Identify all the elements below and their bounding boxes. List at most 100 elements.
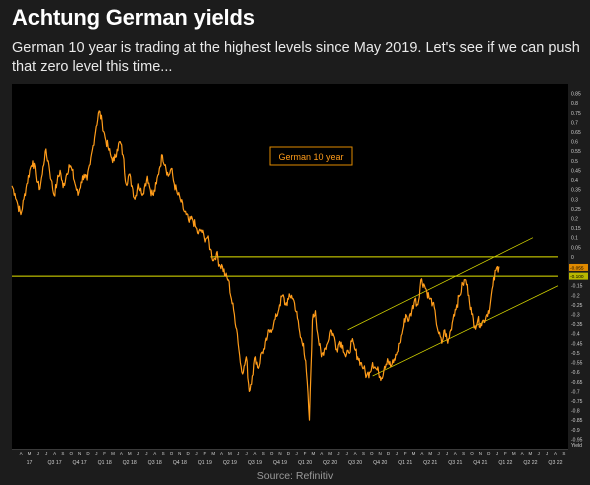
x-month-label: J <box>296 451 298 456</box>
x-month-label: J <box>446 451 448 456</box>
x-month-label: O <box>170 451 174 456</box>
x-month-label: S <box>362 451 365 456</box>
y-tick-label: 0.75 <box>571 111 581 117</box>
annotation-label: German 10 year <box>278 152 343 162</box>
y-tick-label: -0.45 <box>571 341 583 347</box>
value-tags-layer: -0.055 -0.100 <box>569 263 588 280</box>
x-quarter-label: Q1 22 <box>498 460 512 466</box>
y-tick-label: -0.35 <box>571 322 583 328</box>
y-tick-label: -0.5 <box>571 351 580 357</box>
value-tag-box <box>569 263 588 271</box>
x-month-label: A <box>220 451 223 456</box>
x-quarter-label: Q4 19 <box>273 460 287 466</box>
x-month-label: D <box>487 451 491 456</box>
x-month-label: J <box>137 451 139 456</box>
x-quarter-label: Q3 19 <box>248 460 262 466</box>
x-month-label: J <box>496 451 498 456</box>
x-month-label: J <box>45 451 47 456</box>
x-month-label: O <box>270 451 274 456</box>
x-quarter-label: 17 <box>27 460 33 466</box>
y-tick-label: -0.8 <box>571 409 580 415</box>
x-quarter-label: Q2 21 <box>423 460 437 466</box>
source-note: Source: Refinitiv <box>256 470 334 482</box>
x-month-label: S <box>162 451 165 456</box>
x-quarter-label: Q1 18 <box>98 460 112 466</box>
y-tick-label: -0.75 <box>571 399 583 405</box>
y-tick-label: -0.6 <box>571 370 580 376</box>
y-tick-label: 0.25 <box>571 207 581 213</box>
x-month-label: A <box>354 451 357 456</box>
y-tick-label: 0.4 <box>571 178 578 184</box>
value-tag-box <box>569 272 588 280</box>
x-quarter-label: Q2 18 <box>123 460 137 466</box>
x-quarter-label: Q3 17 <box>48 460 62 466</box>
y-tick-label: -0.15 <box>571 284 583 290</box>
y-tick-label: -0.7 <box>571 389 580 395</box>
x-month-label: N <box>479 451 482 456</box>
x-month-label: D <box>387 451 391 456</box>
x-quarter-label: Q3 20 <box>348 460 362 466</box>
x-month-label: F <box>203 451 206 456</box>
x-month-label: A <box>554 451 557 456</box>
y-axis: 0.85 0.8 0.75 0.7 0.65 0.6 0.55 0.5 0.45 0.4 0.35 0… <box>571 92 583 450</box>
annotation-box <box>269 146 353 166</box>
x-month-label: N <box>379 451 382 456</box>
y-tick-label: 0.65 <box>571 130 581 136</box>
x-month-label: M <box>228 451 232 456</box>
x-month-label: O <box>70 451 74 456</box>
x-quarter-label: Q1 21 <box>398 460 412 466</box>
y-tick-label: -0.4 <box>571 332 580 338</box>
x-month-label: S <box>562 451 565 456</box>
channel-lines-layer <box>347 237 559 377</box>
x-quarter-label: Q3 21 <box>448 460 462 466</box>
x-quarter-label: Q4 20 <box>373 460 387 466</box>
y-tick-label: -0.95 <box>571 437 583 443</box>
x-month-label: M <box>211 451 215 456</box>
x-month-label: S <box>61 451 64 456</box>
x-quarter-label: Q2 19 <box>223 460 237 466</box>
annotation-layer: German 10 year <box>269 146 353 166</box>
x-month-label: J <box>538 451 540 456</box>
channel-line-0 <box>347 237 534 331</box>
x-month-label: J <box>546 451 548 456</box>
x-month-label: A <box>320 451 323 456</box>
x-quarter-label: Q3 18 <box>148 460 162 466</box>
x-month-label: F <box>504 451 507 456</box>
y-tick-label: 0.05 <box>571 245 581 251</box>
x-month-label: D <box>187 451 191 456</box>
x-month-label: N <box>178 451 181 456</box>
y-tick-label: 0.45 <box>571 168 581 174</box>
x-month-label: M <box>312 451 316 456</box>
y-tick-label: 0.2 <box>571 216 578 222</box>
x-month-label: A <box>253 451 256 456</box>
y-tick-label: 0.6 <box>571 140 578 146</box>
x-quarter-label: Q4 21 <box>473 460 487 466</box>
reference-lines-layer <box>12 256 558 277</box>
x-month-label: F <box>304 451 307 456</box>
x-quarter-label: Q2 22 <box>523 460 537 466</box>
x-month-label: M <box>428 451 432 456</box>
y-tick-label: -0.25 <box>571 303 583 309</box>
series-layer <box>11 110 500 421</box>
value-tag-label: -0.100 <box>570 274 584 280</box>
y-tick-label: -0.65 <box>571 380 583 386</box>
y-tick-label: 0.1 <box>571 236 578 242</box>
x-month-label: F <box>103 451 106 456</box>
x-month-label: J <box>145 451 147 456</box>
x-quarter-label: Q1 19 <box>198 460 212 466</box>
x-month-label: N <box>278 451 281 456</box>
y-tick-label: 0.15 <box>571 226 581 232</box>
y-tick-label: -0.55 <box>571 361 583 367</box>
x-month-label: D <box>86 451 90 456</box>
x-month-label: A <box>521 451 524 456</box>
x-month-label: J <box>95 451 97 456</box>
y-tick-label: -0.85 <box>571 418 583 424</box>
headline: Achtung German yields <box>12 5 255 30</box>
x-month-label: O <box>370 451 374 456</box>
x-month-label: A <box>53 451 56 456</box>
x-quarter-label: Q2 20 <box>323 460 337 466</box>
x-quarter-label: Q4 18 <box>173 460 187 466</box>
x-month-label: J <box>237 451 239 456</box>
subtitle: German 10 year is trading at the highest… <box>12 40 580 75</box>
